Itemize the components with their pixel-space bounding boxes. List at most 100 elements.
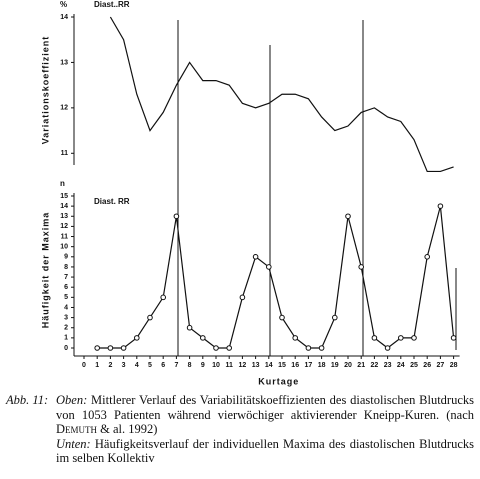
caption-body: Häufigkeitsverlauf der individuellen Max… — [56, 436, 474, 466]
x-tick-label: 10 — [212, 362, 220, 369]
data-point — [318, 345, 325, 351]
y-tick-label: 4 — [64, 304, 68, 311]
caption-text: Oben: Mittlerer Verlauf des Variabilität… — [56, 393, 474, 466]
data-point — [186, 324, 193, 331]
data-point — [120, 345, 127, 351]
y-tick-label: 11 — [61, 233, 69, 240]
y-tick-label: 3 — [64, 314, 68, 321]
caption-tail: & al. 1992) — [100, 422, 158, 436]
x-tick-label: 24 — [397, 362, 405, 369]
data-point — [305, 345, 312, 351]
y-tick-label: 14 — [60, 203, 68, 210]
x-tick-label: 21 — [357, 362, 365, 369]
y-tick-label: 11 — [61, 150, 69, 157]
data-line — [97, 205, 455, 349]
x-tick-label: 17 — [305, 362, 313, 369]
figure: Diast..RR%Variationskoeffizient11121314D… — [40, 0, 460, 386]
data-point — [107, 345, 114, 351]
x-tick-label: 19 — [331, 362, 339, 369]
y-tick-label: 8 — [64, 264, 68, 271]
data-point — [147, 314, 153, 321]
x-tick-label: 1 — [95, 362, 99, 369]
chart-title: Diast..RR — [94, 0, 130, 9]
data-line — [109, 16, 454, 173]
y-axis-label: Variationskoeffizient — [40, 36, 50, 145]
data-point — [398, 335, 404, 341]
y-tick-label: 6 — [64, 284, 68, 291]
x-tick-label: 2 — [108, 362, 112, 369]
y-tick-label: 14 — [60, 14, 68, 21]
data-point — [200, 335, 206, 341]
x-tick-label: 5 — [148, 362, 152, 369]
x-tick-label: 12 — [239, 362, 247, 369]
caption-lead: Unten: — [56, 436, 91, 451]
caption-part: Oben: Mittlerer Verlauf des Variabilität… — [56, 393, 474, 437]
data-point — [371, 335, 378, 341]
x-tick-label: 15 — [278, 362, 286, 369]
y-tick-label: 1 — [64, 335, 68, 342]
y-tick-label: 9 — [64, 254, 68, 261]
axis-unit: % — [60, 0, 67, 9]
data-point — [292, 335, 299, 341]
data-point — [239, 294, 246, 301]
y-tick-label: 0 — [64, 345, 68, 352]
x-tick-label: 20 — [344, 362, 352, 369]
caption-row: Abb. 11: Oben: Mittlerer Verlauf des Var… — [6, 393, 474, 466]
x-tick-label: 7 — [174, 362, 178, 369]
axis-unit: n — [60, 179, 65, 188]
x-tick-label: 22 — [371, 362, 379, 369]
x-tick-label: 16 — [291, 362, 299, 369]
x-tick-label: 8 — [188, 362, 192, 369]
y-tick-label: 7 — [64, 274, 68, 281]
y-tick-label: 13 — [60, 59, 68, 66]
y-tick-label: 2 — [64, 325, 68, 332]
caption: Abb. 11: Oben: Mittlerer Verlauf des Var… — [6, 393, 474, 466]
y-tick-label: 15 — [60, 193, 68, 200]
y-axis-label: Häufigkeit der Maxima — [40, 212, 50, 329]
caption-author: Demuth — [56, 422, 98, 436]
data-point — [134, 335, 140, 341]
data-point — [226, 345, 232, 351]
x-tick-label: 0 — [82, 362, 86, 369]
data-point — [266, 264, 272, 270]
data-point — [173, 213, 180, 220]
data-point — [94, 345, 100, 351]
x-tick-label: 27 — [437, 362, 445, 369]
x-tick-label: 14 — [265, 362, 273, 369]
caption-label: Abb. 11: — [6, 393, 49, 407]
x-tick-label: 4 — [135, 362, 139, 369]
x-tick-label: 28 — [450, 362, 458, 369]
x-tick-label: 13 — [252, 362, 260, 369]
data-point — [358, 264, 365, 270]
data-point — [332, 314, 338, 321]
x-tick-label: 23 — [384, 362, 392, 369]
x-tick-label: 3 — [122, 362, 126, 369]
caption-lead: Oben: — [56, 393, 88, 407]
x-tick-label: 25 — [410, 362, 418, 369]
data-point — [279, 314, 285, 321]
data-point — [252, 253, 259, 260]
data-point — [213, 345, 219, 351]
x-axis-label: Kurtage — [258, 376, 299, 386]
caption-part: Unten: Häufigkeitsverlauf der individuel… — [56, 437, 474, 466]
data-point — [345, 213, 351, 220]
y-tick-label: 12 — [60, 223, 68, 230]
data-point — [384, 345, 391, 351]
x-tick-label: 9 — [201, 362, 205, 369]
data-point — [160, 294, 166, 301]
chart-title: Diast. RR — [94, 197, 130, 206]
y-tick-label: 12 — [60, 105, 68, 112]
data-point — [424, 253, 431, 260]
x-tick-label: 11 — [225, 362, 233, 369]
y-tick-label: 13 — [60, 213, 68, 220]
data-point — [437, 203, 444, 209]
y-tick-label: 5 — [64, 294, 68, 301]
x-tick-label: 18 — [318, 362, 326, 369]
caption-body: Mittlerer Verlauf des Variabilitätskoeff… — [56, 393, 474, 422]
x-tick-label: 6 — [161, 362, 165, 369]
x-tick-label: 26 — [423, 362, 431, 369]
data-point — [411, 335, 417, 341]
y-tick-label: 10 — [60, 244, 68, 251]
data-point — [450, 335, 457, 341]
